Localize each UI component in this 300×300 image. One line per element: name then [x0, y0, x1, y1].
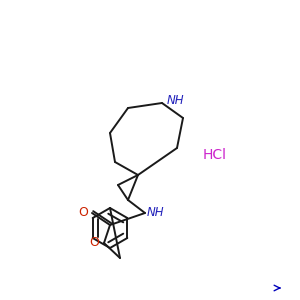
Text: O: O [78, 206, 88, 220]
Text: HCl: HCl [203, 148, 227, 162]
Text: NH: NH [147, 206, 165, 220]
Text: O: O [89, 236, 99, 250]
Text: NH: NH [167, 94, 184, 106]
